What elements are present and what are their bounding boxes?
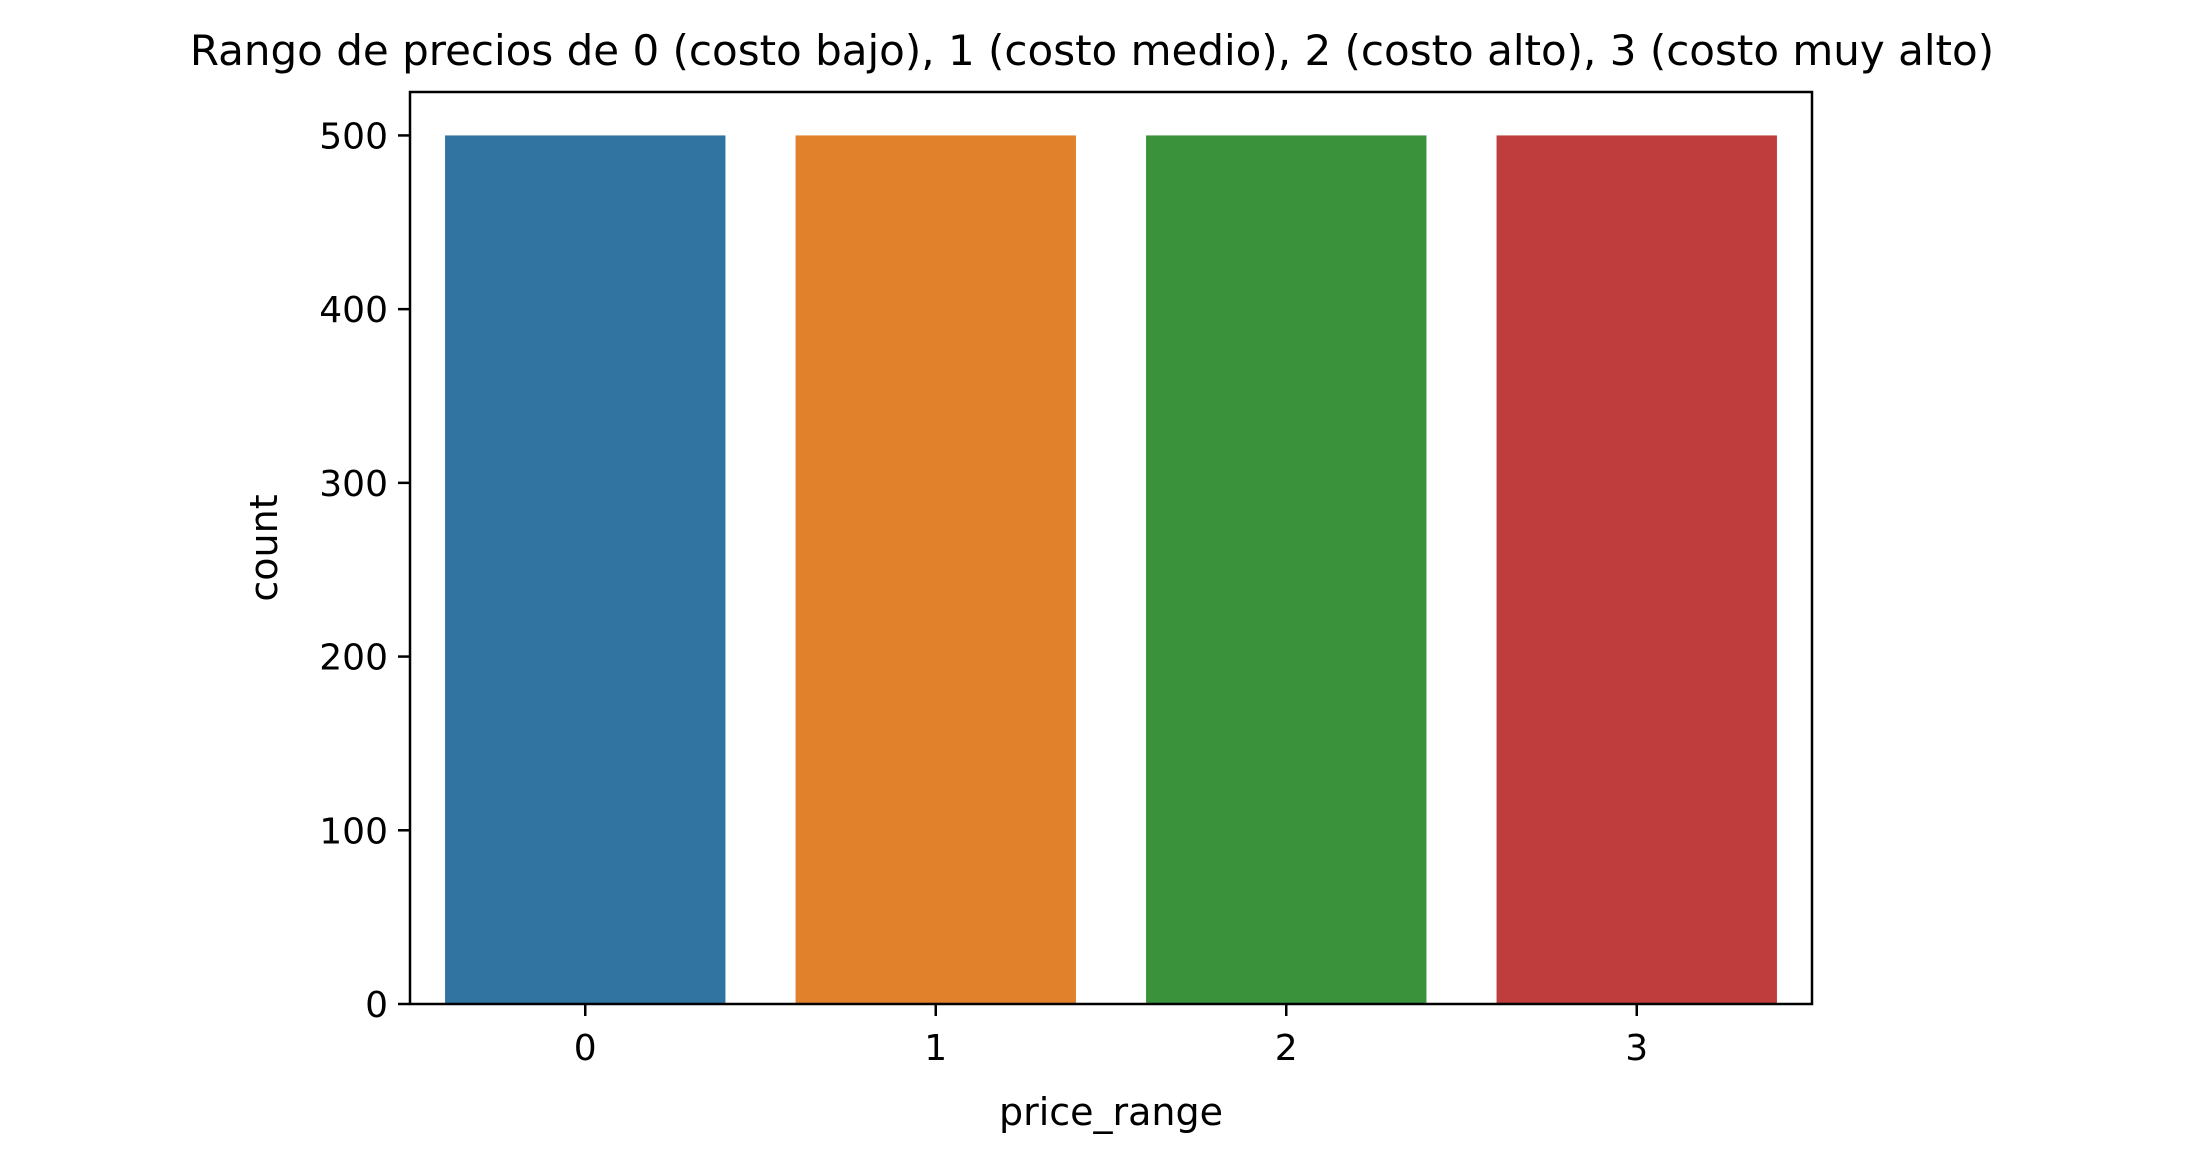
bar-1 bbox=[795, 135, 1076, 1004]
x-tick-label: 2 bbox=[1275, 1028, 1298, 1069]
bars-group bbox=[445, 135, 1777, 1004]
y-tick-label: 300 bbox=[319, 464, 388, 505]
x-tick-label: 1 bbox=[924, 1028, 947, 1069]
y-tick-label: 0 bbox=[365, 985, 388, 1026]
chart-title: Rango de precios de 0 (costo bajo), 1 (c… bbox=[190, 26, 1994, 75]
x-tick-label: 3 bbox=[1625, 1028, 1648, 1069]
x-axis-label: price_range bbox=[999, 1090, 1223, 1134]
y-tick-label: 500 bbox=[319, 116, 388, 157]
y-tick-label: 200 bbox=[319, 638, 388, 679]
x-tick-label: 0 bbox=[574, 1028, 597, 1069]
y-tick-label: 100 bbox=[319, 811, 388, 852]
y-axis: 0 100 200 300 400 500 bbox=[319, 116, 410, 1026]
bar-3 bbox=[1496, 135, 1777, 1004]
bar-0 bbox=[445, 135, 726, 1004]
plot-frame bbox=[408, 90, 1814, 1006]
bar-2 bbox=[1146, 135, 1427, 1004]
y-axis-label: count bbox=[242, 494, 286, 601]
x-axis: 0 1 2 3 bbox=[574, 1004, 1648, 1069]
y-tick-label: 400 bbox=[319, 290, 388, 331]
